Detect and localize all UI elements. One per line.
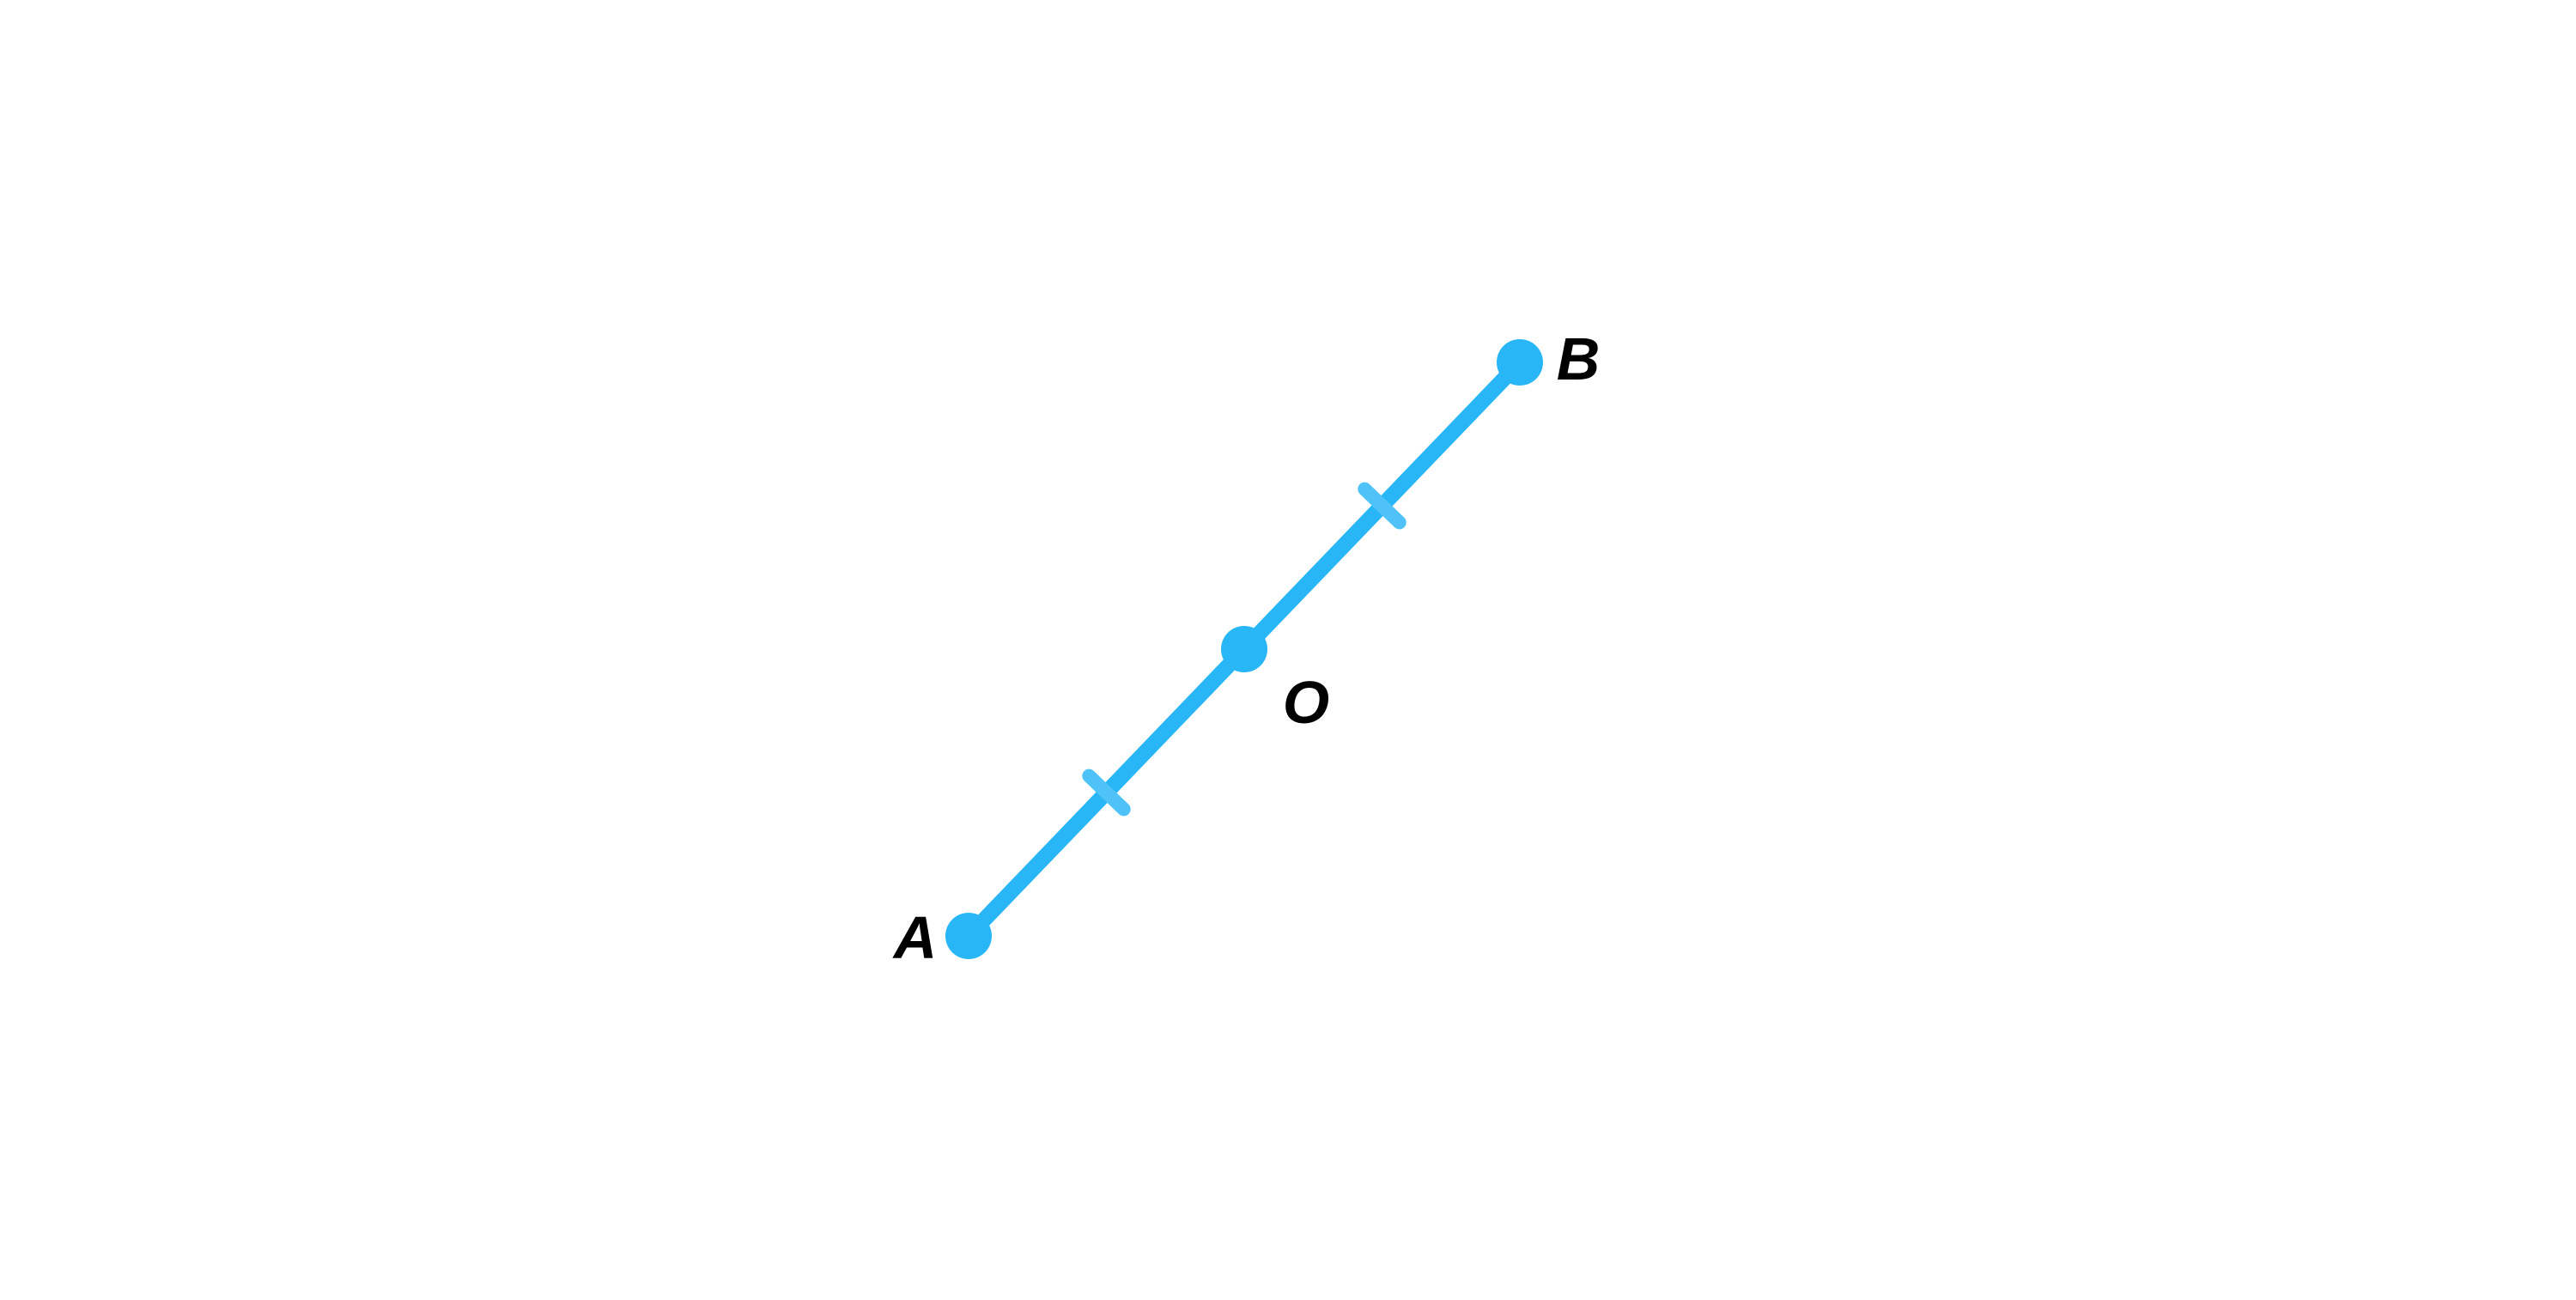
point-o bbox=[1221, 626, 1267, 672]
diagram-svg bbox=[0, 0, 2576, 1300]
point-b bbox=[1497, 339, 1543, 386]
point-label-b: B bbox=[1557, 325, 1601, 393]
point-label-a: A bbox=[894, 903, 938, 972]
point-a bbox=[945, 913, 992, 959]
geometry-diagram: A O B bbox=[0, 0, 2576, 1300]
point-label-o: O bbox=[1283, 668, 1329, 737]
